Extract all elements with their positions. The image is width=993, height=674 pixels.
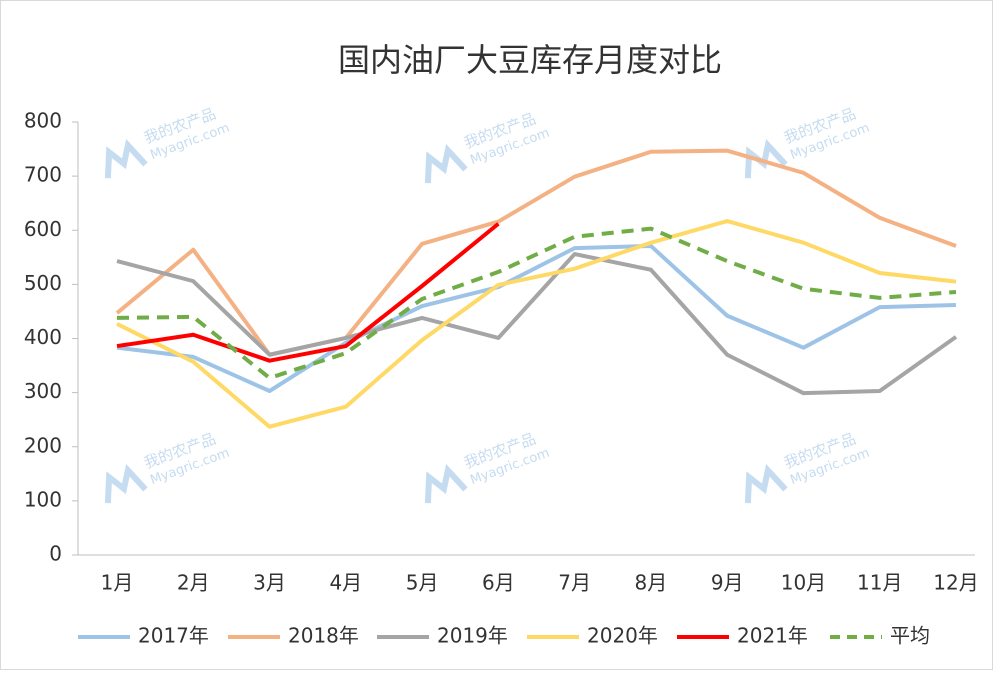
x-tick-label: 6月 — [482, 571, 515, 595]
y-tick-label: 800 — [24, 109, 62, 133]
y-tick-label: 400 — [24, 325, 62, 349]
y-tick-label: 600 — [24, 217, 62, 241]
x-tick-label: 5月 — [406, 571, 439, 595]
y-tick-label: 0 — [49, 542, 62, 566]
x-tick-label: 4月 — [329, 571, 362, 595]
x-tick-label: 12月 — [933, 571, 978, 595]
series-line — [116, 252, 958, 396]
y-tick-label: 200 — [24, 433, 62, 457]
chart-title: 国内油厂大豆库存月度对比 — [338, 41, 722, 79]
x-tick-label: 7月 — [558, 571, 591, 595]
watermark-logo — [744, 464, 788, 504]
series-line — [116, 243, 957, 394]
x-tick-label: 8月 — [635, 571, 668, 595]
x-tick-label: 2月 — [177, 571, 210, 595]
x-tick-label: 3月 — [253, 571, 286, 595]
x-tick-label: 1月 — [101, 571, 134, 595]
x-tick-label: 11月 — [857, 571, 902, 595]
watermark-logo — [424, 144, 468, 184]
watermark-logo — [104, 464, 148, 504]
y-tick-label: 100 — [24, 487, 62, 511]
y-tick-label: 700 — [24, 163, 62, 187]
y-tick-label: 500 — [24, 271, 62, 295]
y-tick-label: 300 — [24, 379, 62, 403]
series-line — [116, 219, 957, 429]
legend-label: 2019年 — [437, 624, 508, 648]
legend-label: 2018年 — [288, 624, 359, 648]
legend-label: 2020年 — [587, 624, 658, 648]
legend-label: 平均 — [890, 624, 930, 648]
legend-label: 2021年 — [737, 624, 808, 648]
legend-label: 2017年 — [138, 624, 209, 648]
watermark-logo — [424, 464, 468, 504]
watermark-logo — [744, 139, 788, 179]
x-tick-label: 9月 — [711, 571, 744, 595]
series-line — [115, 148, 957, 357]
series-line — [116, 226, 957, 381]
series-line — [116, 222, 500, 363]
watermark-logo — [104, 139, 148, 179]
x-tick-label: 10月 — [781, 571, 826, 595]
